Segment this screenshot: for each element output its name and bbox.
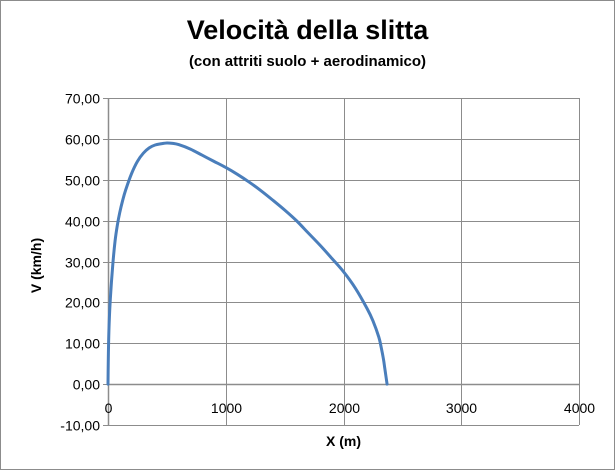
series-line [106,141,389,386]
y-tick-label: 50,00 [65,173,100,189]
grid-lines [103,98,580,426]
y-tick-label: 30,00 [65,255,100,271]
y-tick-label: 70,00 [65,91,100,107]
chart-subtitle: (con attriti suolo + aerodinamico) [188,53,427,70]
x-axis-label: X (m) [326,433,361,449]
x-tick-label: 2000 [329,400,360,416]
y-tick-label: -10,00 [60,418,100,434]
x-tick-label: 4000 [564,400,595,416]
y-tick-label: 40,00 [65,214,100,230]
y-tick-label: 0,00 [73,377,100,393]
y-axis-ticks: -10,00 0,00 10,00 20,00 30,00 40,00 50,00 60,00… [60,91,100,434]
x-tick-label: 0 [105,400,113,416]
y-tick-label: 60,00 [65,132,100,148]
y-axis-label: V (km/h) [28,238,44,293]
y-tick-label: 20,00 [65,295,100,311]
x-axis-ticks: 0 1000 2000 3000 4000 [105,400,596,416]
x-tick-label: 3000 [446,400,477,416]
y-tick-label: 10,00 [65,336,100,352]
x-tick-label: 1000 [211,400,242,416]
chart-title: Velocità della slitta [186,15,429,45]
